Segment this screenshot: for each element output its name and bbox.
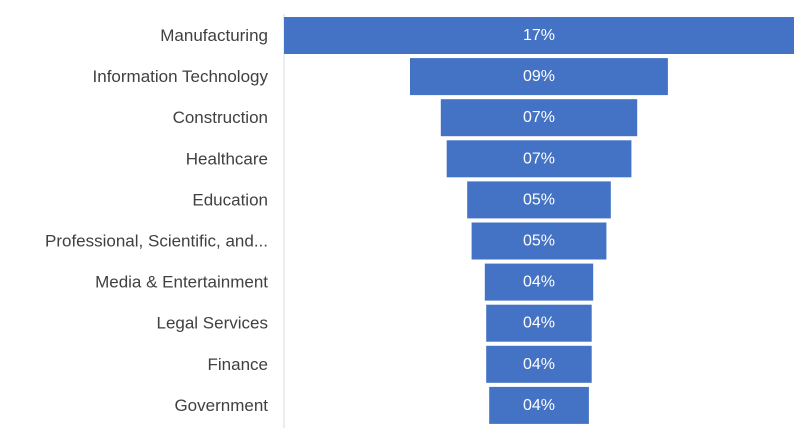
data-label-9: 04% — [523, 356, 555, 373]
funnel-bar-7 — [484, 263, 594, 301]
category-label-10: Government — [174, 396, 268, 415]
category-label-8: Legal Services — [156, 314, 268, 333]
data-label-7: 04% — [523, 274, 555, 291]
data-label-10: 04% — [523, 397, 555, 414]
data-label-3: 07% — [523, 109, 555, 126]
data-label-8: 04% — [523, 315, 555, 332]
category-label-4: Healthcare — [186, 149, 268, 168]
category-label-6: Professional, Scientific, and... — [45, 232, 268, 251]
funnel-bar-10 — [489, 386, 589, 424]
category-label-3: Construction — [173, 108, 268, 127]
category-label-5: Education — [192, 190, 268, 209]
data-label-4: 07% — [523, 150, 555, 167]
bar-group — [284, 17, 794, 424]
category-label-7: Media & Entertainment — [95, 273, 268, 292]
funnel-bar-8 — [486, 304, 592, 342]
data-label-2: 09% — [523, 68, 555, 85]
funnel-bar-1 — [284, 17, 794, 54]
category-label-group: Manufacturing Information Technology Const… — [45, 26, 269, 415]
funnel-bar-4 — [446, 140, 632, 178]
funnel-bar-3 — [440, 99, 638, 137]
funnel-bar-5 — [467, 181, 611, 219]
category-label-1: Manufacturing — [160, 26, 268, 45]
category-label-9: Finance — [208, 355, 268, 374]
data-label-group: 17% 09% 07% 07% 05% 05% 04% 04% 04% 04% — [523, 27, 555, 414]
data-label-6: 05% — [523, 233, 555, 250]
data-label-5: 05% — [523, 191, 555, 208]
category-label-2: Information Technology — [93, 67, 269, 86]
funnel-bar-2 — [410, 58, 668, 96]
funnel-bar-6 — [471, 222, 607, 260]
data-label-1: 17% — [523, 27, 555, 44]
funnel-bar-9 — [486, 345, 592, 383]
